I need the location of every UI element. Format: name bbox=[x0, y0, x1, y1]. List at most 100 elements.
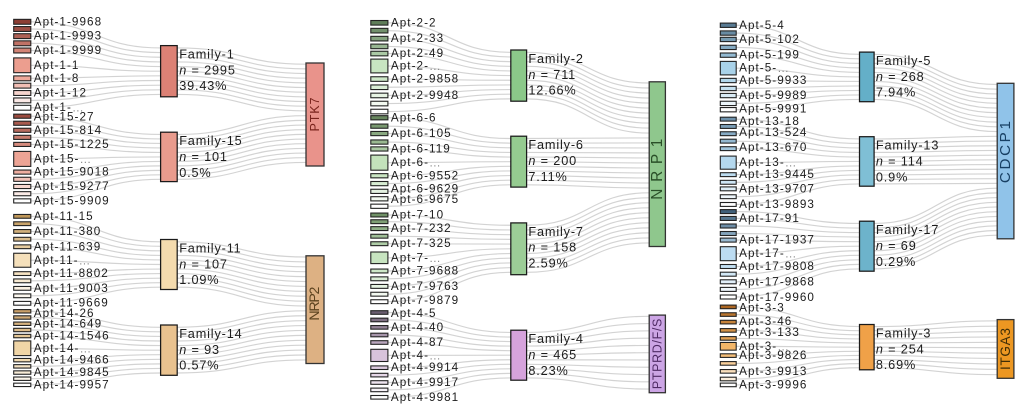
svg-text:Family-2: Family-2 bbox=[528, 52, 583, 66]
svg-text:Apt-7-9688: Apt-7-9688 bbox=[391, 265, 459, 278]
svg-text:Apt-13-9707: Apt-13-9707 bbox=[739, 182, 815, 195]
svg-text:Apt-3-9826: Apt-3-9826 bbox=[739, 349, 807, 362]
svg-text:n = 93: n = 93 bbox=[179, 343, 220, 357]
svg-text:NRP2: NRP2 bbox=[307, 286, 323, 320]
svg-text:Apt-6-9675: Apt-6-9675 bbox=[391, 193, 459, 206]
svg-text:Apt-14-1546: Apt-14-1546 bbox=[34, 330, 110, 343]
svg-text:Apt-4-40: Apt-4-40 bbox=[391, 321, 444, 334]
svg-text:Apt-17-91: Apt-17-91 bbox=[739, 212, 800, 225]
svg-text:Apt-11-9669: Apt-11-9669 bbox=[34, 296, 109, 309]
svg-text:Apt-1-1: Apt-1-1 bbox=[34, 59, 80, 72]
svg-text:Apt-3-46: Apt-3-46 bbox=[739, 315, 792, 328]
svg-text:Apt-3-9913: Apt-3-9913 bbox=[739, 365, 807, 378]
svg-text:Apt-15-9018: Apt-15-9018 bbox=[34, 166, 110, 179]
svg-text:12.66%: 12.66% bbox=[528, 84, 576, 98]
svg-text:Apt-15-9909: Apt-15-9909 bbox=[34, 194, 110, 207]
svg-text:Apt-15-814: Apt-15-814 bbox=[34, 124, 102, 137]
svg-text:Apt-1-9968: Apt-1-9968 bbox=[34, 15, 102, 28]
svg-text:Apt-13-…: Apt-13-… bbox=[739, 156, 797, 169]
svg-text:Apt-14-9466: Apt-14-9466 bbox=[34, 354, 110, 367]
svg-text:Apt-2-9948: Apt-2-9948 bbox=[391, 89, 459, 102]
svg-text:n = 101: n = 101 bbox=[179, 150, 228, 164]
svg-text:Apt-14-9845: Apt-14-9845 bbox=[34, 366, 110, 379]
svg-text:Family-6: Family-6 bbox=[528, 138, 583, 152]
svg-text:Family-7: Family-7 bbox=[528, 225, 583, 239]
svg-text:n = 200: n = 200 bbox=[528, 154, 577, 168]
svg-text:Apt-5-…: Apt-5-… bbox=[739, 62, 790, 75]
svg-text:Apt-2-…: Apt-2-… bbox=[391, 60, 442, 73]
svg-text:Apt-11-…: Apt-11-… bbox=[34, 254, 92, 267]
svg-text:Apt-17-9868: Apt-17-9868 bbox=[739, 275, 815, 288]
svg-text:Apt-4-…: Apt-4-… bbox=[391, 349, 442, 362]
svg-text:Family-11: Family-11 bbox=[179, 242, 241, 256]
svg-text:Apt-1-…: Apt-1-… bbox=[34, 101, 85, 114]
svg-text:ITGA3: ITGA3 bbox=[998, 328, 1013, 370]
svg-text:Apt-4-9917: Apt-4-9917 bbox=[391, 376, 459, 389]
svg-text:Family-4: Family-4 bbox=[528, 332, 583, 346]
svg-text:Apt-11-9003: Apt-11-9003 bbox=[34, 282, 109, 295]
svg-text:Apt-6-9629: Apt-6-9629 bbox=[391, 183, 459, 196]
svg-text:Apt-5-4: Apt-5-4 bbox=[739, 19, 785, 32]
svg-text:Apt-6-119: Apt-6-119 bbox=[391, 142, 451, 155]
svg-text:Family-13: Family-13 bbox=[876, 139, 939, 153]
svg-text:n = 268: n = 268 bbox=[876, 70, 925, 84]
svg-text:Family-1: Family-1 bbox=[179, 48, 234, 62]
svg-text:Apt-2-2: Apt-2-2 bbox=[391, 16, 437, 29]
svg-text:n = 254: n = 254 bbox=[876, 342, 925, 356]
svg-text:Apt-13-524: Apt-13-524 bbox=[739, 126, 807, 139]
svg-text:0.29%: 0.29% bbox=[876, 255, 916, 269]
svg-text:Apt-5-9989: Apt-5-9989 bbox=[739, 89, 807, 102]
svg-text:Apt-7-9763: Apt-7-9763 bbox=[391, 280, 459, 293]
svg-text:0.57%: 0.57% bbox=[179, 359, 219, 373]
svg-text:Apt-2-49: Apt-2-49 bbox=[391, 47, 444, 60]
svg-text:Apt-5-199: Apt-5-199 bbox=[739, 49, 800, 62]
svg-text:Apt-17-1937: Apt-17-1937 bbox=[739, 234, 815, 247]
svg-text:Family-17: Family-17 bbox=[876, 223, 939, 237]
svg-text:PTPRD/F/S: PTPRD/F/S bbox=[650, 319, 664, 390]
svg-text:Apt-6-6: Apt-6-6 bbox=[391, 111, 437, 124]
svg-text:Apt-13-18: Apt-13-18 bbox=[739, 115, 800, 128]
svg-text:Apt-5-102: Apt-5-102 bbox=[739, 33, 800, 46]
svg-text:Apt-13-9893: Apt-13-9893 bbox=[739, 198, 815, 211]
svg-text:Apt-2-33: Apt-2-33 bbox=[391, 32, 444, 45]
svg-text:Apt-11-380: Apt-11-380 bbox=[34, 225, 101, 238]
svg-text:n = 107: n = 107 bbox=[179, 257, 228, 271]
svg-text:Apt-7-10: Apt-7-10 bbox=[391, 209, 444, 222]
svg-text:Apt-15-1225: Apt-15-1225 bbox=[34, 138, 110, 151]
svg-text:0.9%: 0.9% bbox=[876, 170, 908, 184]
svg-text:Apt-3-9996: Apt-3-9996 bbox=[739, 378, 807, 391]
svg-text:n = 158: n = 158 bbox=[528, 241, 577, 255]
svg-text:CDCP1: CDCP1 bbox=[997, 121, 1014, 183]
svg-text:Apt-6-105: Apt-6-105 bbox=[391, 127, 452, 140]
svg-text:Apt-7-9879: Apt-7-9879 bbox=[391, 294, 459, 307]
svg-text:Apt-7-232: Apt-7-232 bbox=[391, 222, 452, 235]
svg-text:Apt-11-639: Apt-11-639 bbox=[34, 240, 101, 253]
svg-text:Apt-6-9552: Apt-6-9552 bbox=[391, 169, 459, 182]
svg-text:Family-5: Family-5 bbox=[876, 54, 931, 68]
svg-text:Apt-4-87: Apt-4-87 bbox=[391, 336, 444, 349]
svg-text:Family-14: Family-14 bbox=[179, 327, 242, 341]
svg-text:7.94%: 7.94% bbox=[876, 86, 916, 100]
svg-text:Apt-3-133: Apt-3-133 bbox=[739, 326, 800, 339]
svg-text:Apt-7-…: Apt-7-… bbox=[391, 251, 442, 264]
svg-text:Apt-1-9993: Apt-1-9993 bbox=[34, 30, 102, 43]
svg-text:n = 114: n = 114 bbox=[876, 155, 924, 169]
svg-text:Apt-1-12: Apt-1-12 bbox=[34, 87, 87, 100]
svg-text:Apt-5-9991: Apt-5-9991 bbox=[739, 103, 807, 116]
svg-text:Family-3: Family-3 bbox=[876, 327, 931, 341]
svg-text:Apt-13-9445: Apt-13-9445 bbox=[739, 168, 815, 181]
svg-text:0.5%: 0.5% bbox=[179, 166, 211, 180]
svg-text:Apt-14-…: Apt-14-… bbox=[34, 342, 92, 355]
svg-text:Apt-15-27: Apt-15-27 bbox=[34, 111, 95, 124]
svg-text:Apt-1-9999: Apt-1-9999 bbox=[34, 44, 102, 57]
svg-text:Apt-17-9960: Apt-17-9960 bbox=[739, 291, 815, 304]
svg-text:Apt-17-…: Apt-17-… bbox=[739, 247, 797, 260]
svg-text:Apt-6-…: Apt-6-… bbox=[391, 156, 442, 169]
svg-text:39.43%: 39.43% bbox=[179, 79, 227, 93]
svg-text:Apt-14-649: Apt-14-649 bbox=[34, 317, 102, 330]
svg-text:Apt-13-670: Apt-13-670 bbox=[739, 141, 807, 154]
svg-text:7.11%: 7.11% bbox=[528, 170, 567, 184]
svg-text:Apt-3-3: Apt-3-3 bbox=[739, 302, 785, 315]
svg-text:n = 69: n = 69 bbox=[876, 239, 917, 253]
svg-text:Apt-14-9957: Apt-14-9957 bbox=[34, 378, 110, 391]
